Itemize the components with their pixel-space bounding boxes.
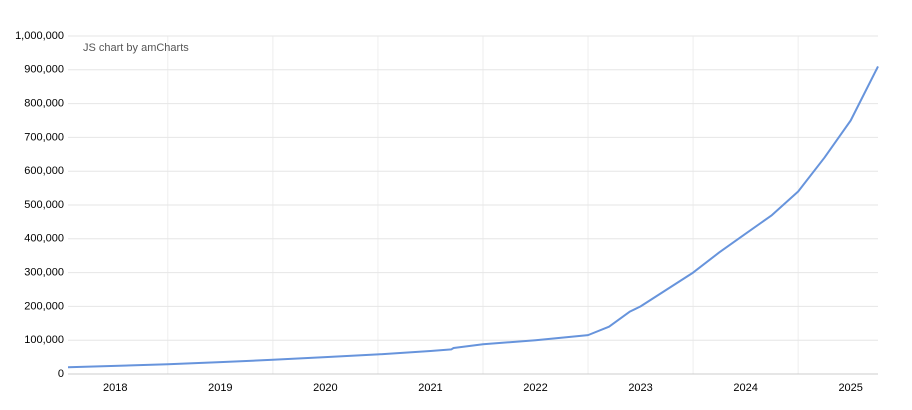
y-tick-label: 600,000: [24, 165, 64, 177]
y-tick-label: 1,000,000: [15, 30, 64, 42]
y-tick-label: 800,000: [24, 98, 64, 110]
x-tick-label: 2018: [103, 382, 127, 394]
x-tick-label: 2019: [208, 382, 232, 394]
y-tick-label: 100,000: [24, 334, 64, 346]
y-tick-label: 0: [58, 368, 64, 380]
y-tick-label: 400,000: [24, 233, 64, 245]
x-tick-label: 2024: [733, 382, 757, 394]
x-tick-label: 2021: [418, 382, 442, 394]
x-tick-label: 2022: [523, 382, 547, 394]
y-tick-label: 500,000: [24, 199, 64, 211]
y-tick-label: 200,000: [24, 300, 64, 312]
chart-credit: JS chart by amCharts: [83, 42, 189, 54]
y-tick-label: 700,000: [24, 131, 64, 143]
x-tick-label: 2023: [628, 382, 652, 394]
x-tick-label: 2025: [838, 382, 862, 394]
data-line: [67, 65, 879, 369]
y-tick-label: 900,000: [24, 64, 64, 76]
y-tick-label: 300,000: [24, 267, 64, 279]
x-tick-label: 2020: [313, 382, 337, 394]
